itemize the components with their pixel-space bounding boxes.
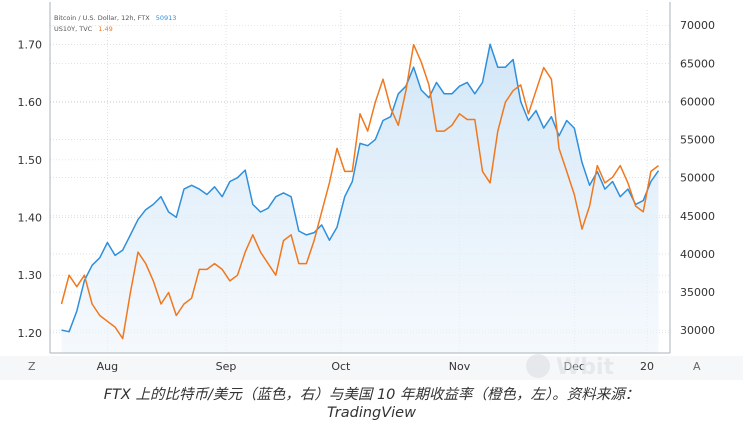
legend-btc-label: Bitcoin / U.S. Dollar, 12h, FTX bbox=[54, 14, 150, 22]
corner-label-left: Z bbox=[28, 360, 36, 373]
y-right-tick-label: 35000 bbox=[680, 286, 715, 299]
x-tick-label: Nov bbox=[449, 360, 471, 373]
time-axis-strip bbox=[0, 356, 743, 380]
x-tick-label: Oct bbox=[331, 360, 351, 373]
btc-area-path bbox=[61, 44, 659, 354]
x-tick-label: Sep bbox=[216, 360, 237, 373]
x-tick-label: Dec bbox=[564, 360, 585, 373]
y-left-tick-label: 1.70 bbox=[18, 39, 43, 52]
y-right-tick-label: 70000 bbox=[680, 19, 715, 32]
y-right-tick-label: 55000 bbox=[680, 134, 715, 147]
axes: 1.20 1.30 1.40 1.50 1.60 1.70 30000 35000 40000 4… bbox=[0, 2, 743, 380]
legend-us10y-label: US10Y, TVC bbox=[54, 25, 93, 33]
y-right-tick-label: 65000 bbox=[680, 57, 715, 70]
legend-us10y: US10Y, TVC 1.49 bbox=[54, 25, 113, 33]
y-left-tick-label: 1.40 bbox=[18, 212, 43, 225]
y-left-tick-label: 1.30 bbox=[18, 269, 43, 282]
x-tick-label: Aug bbox=[97, 360, 118, 373]
y-right-tick-label: 30000 bbox=[680, 324, 715, 337]
y-left-tick-label: 1.60 bbox=[18, 96, 43, 109]
legend-btc: Bitcoin / U.S. Dollar, 12h, FTX 50913 bbox=[54, 14, 176, 22]
y-right-tick-label: 60000 bbox=[680, 95, 715, 108]
x-tick-label: 20 bbox=[640, 360, 654, 373]
series-lines bbox=[60, 43, 660, 340]
btc-area-fill bbox=[61, 44, 659, 354]
y-right-tick-label: 45000 bbox=[680, 210, 715, 223]
y-right-tick-label: 40000 bbox=[680, 248, 715, 261]
caption-line-2: TradingView bbox=[327, 405, 416, 421]
wbit-logo-icon bbox=[526, 354, 550, 378]
legend-btc-value: 50913 bbox=[155, 14, 177, 22]
btc-series-line bbox=[61, 43, 660, 333]
wbit-watermark: Wbit bbox=[526, 354, 615, 380]
y-left-tick-label: 1.50 bbox=[18, 154, 43, 167]
legend-us10y-value: 1.49 bbox=[98, 25, 113, 33]
corner-label-right: A bbox=[693, 360, 701, 373]
watermark-text: Wbit bbox=[556, 355, 615, 380]
y-left-tick-label: 1.20 bbox=[18, 327, 43, 340]
us10y-series-line bbox=[60, 43, 659, 340]
y-right-tick-label: 50000 bbox=[680, 172, 715, 185]
caption-line-1: FTX 上的比特币/美元（蓝色，右）与美国 10 年期收益率（橙色，左）。资料来… bbox=[103, 387, 640, 403]
